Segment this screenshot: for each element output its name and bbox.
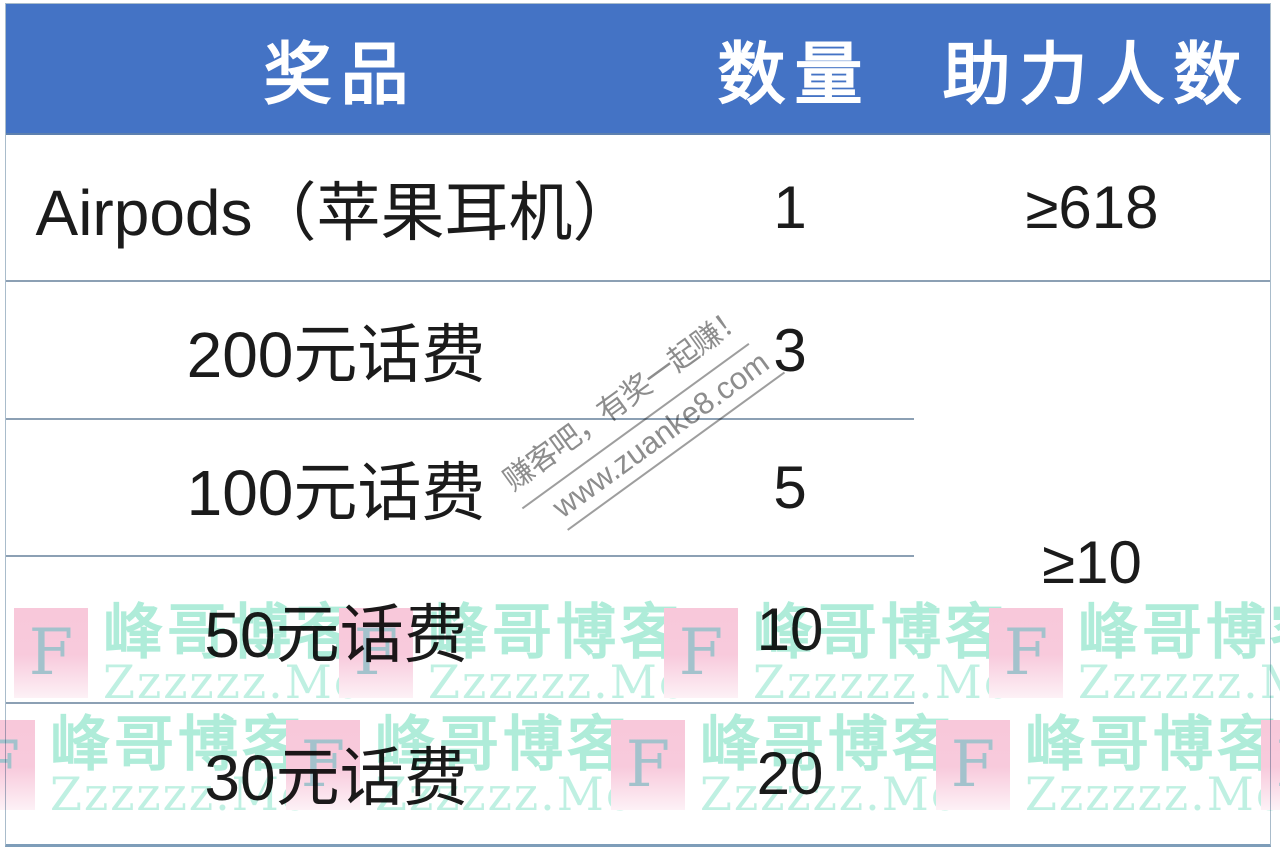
header-prize: 奖品 [263, 37, 418, 113]
header-quantity: 数量 [717, 37, 872, 113]
quantity-cell-row1: 1 [666, 135, 914, 282]
quantity-cell-row3: 5 [666, 420, 914, 557]
prize-cell-row2: 200元话费 [6, 282, 666, 420]
table-body: Airpods（苹果耳机） 1 ≥618 200元话费 3 100元话费 5 5… [6, 135, 1270, 842]
helpers-merged-cell: ≥10 [1042, 528, 1142, 596]
watermark-logo-letter: F [1276, 733, 1280, 797]
prize-cell-row3: 100元话费 [6, 420, 666, 557]
prize-cell-row4: 50元话费 [6, 557, 666, 704]
table-header-row: 奖品 数量 助力人数 [6, 4, 1270, 135]
helpers-cell-row1: ≥618 [914, 135, 1270, 282]
prize-table: 奖品 数量 助力人数 Airpods（苹果耳机） 1 ≥618 200元话费 3… [5, 3, 1271, 847]
quantity-cell-row2: 3 [666, 282, 914, 420]
header-helpers: 助力人数 [942, 37, 1251, 113]
prize-cell-row5: 30元话费 [204, 742, 468, 814]
quantity-cell-row5: 20 [756, 739, 824, 807]
prize-cell-row1: Airpods（苹果耳机） [6, 135, 666, 282]
quantity-cell-row4: 10 [666, 557, 914, 704]
